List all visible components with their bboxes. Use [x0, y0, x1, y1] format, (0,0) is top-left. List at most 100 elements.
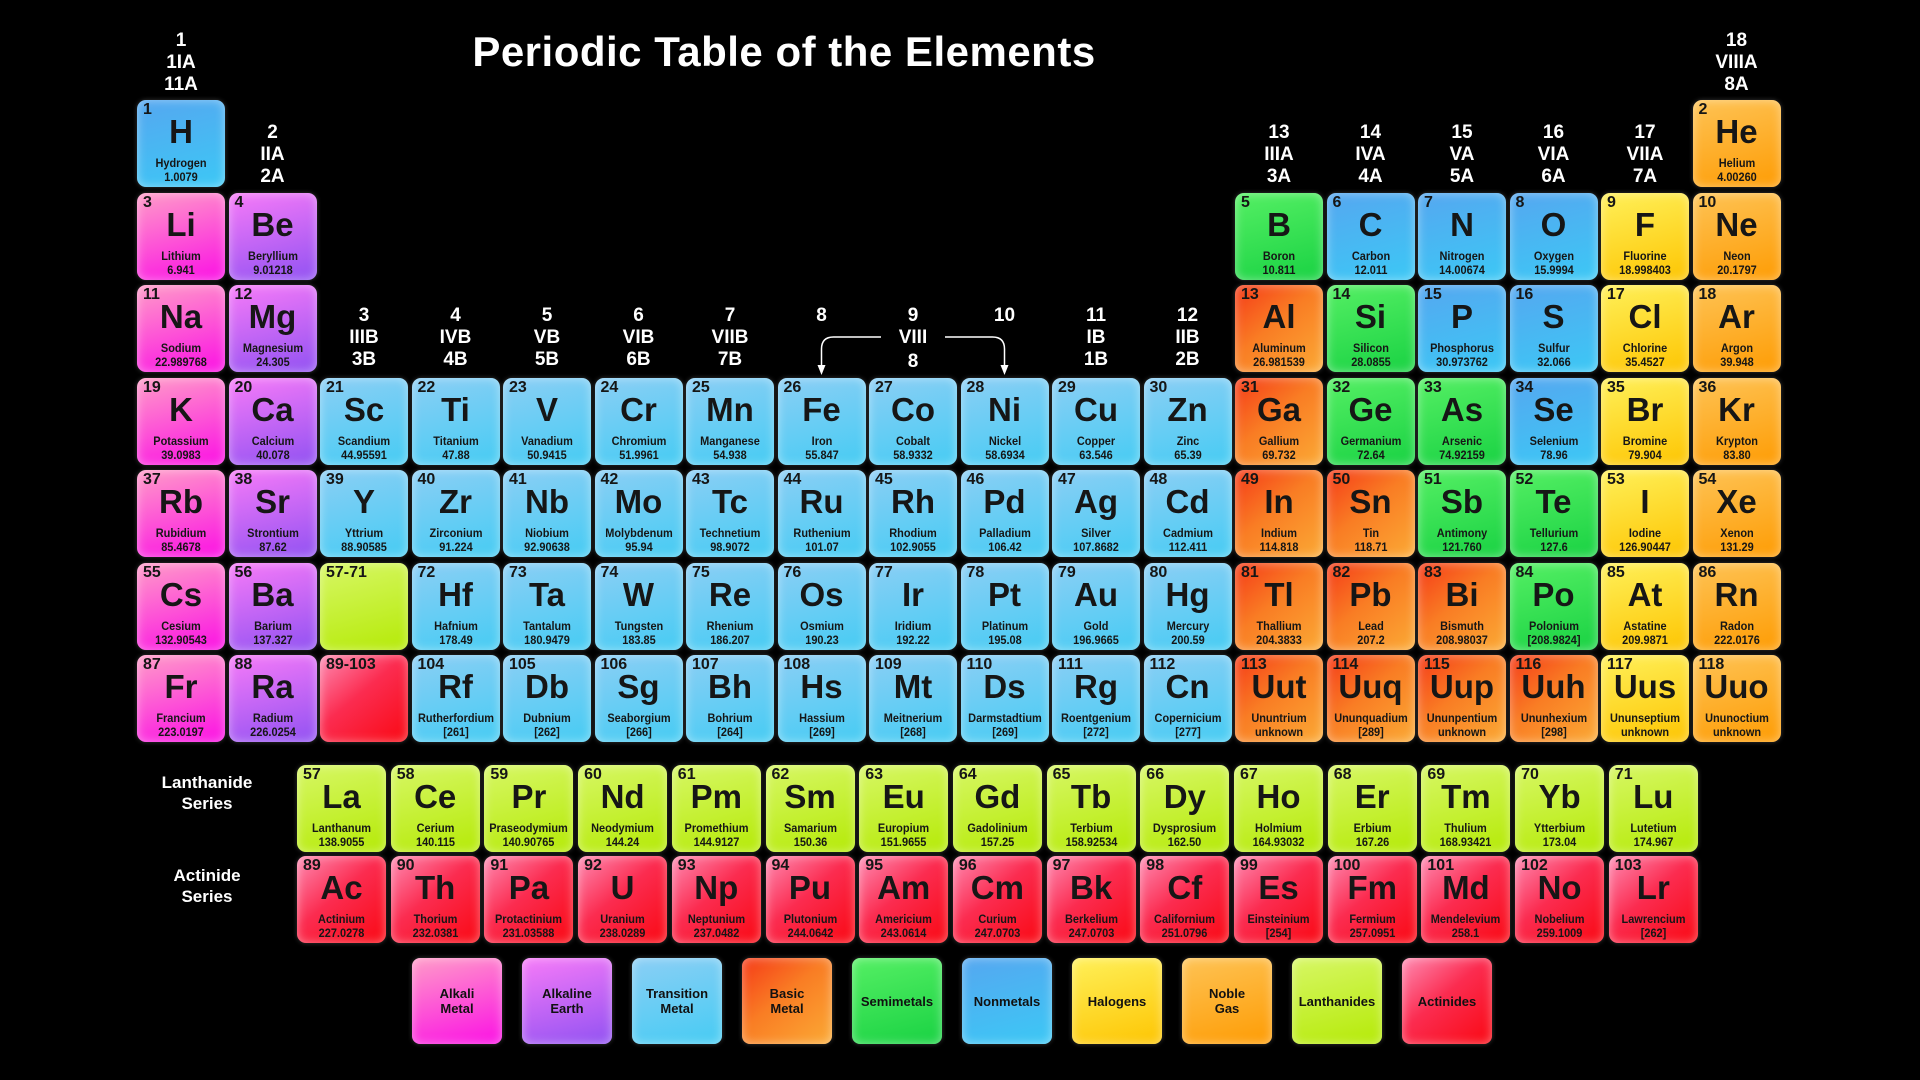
- atomic-mass: 168.93421: [1439, 837, 1492, 849]
- element-name: Europium: [878, 823, 930, 835]
- group-header-line: 18: [1725, 30, 1748, 51]
- atomic-mass: 91.224: [438, 542, 473, 554]
- element-symbol: Mg: [248, 298, 297, 335]
- element-name: Darmstadtium: [967, 713, 1042, 725]
- element-symbol: Es: [1258, 869, 1299, 906]
- atomic-mass: unknown: [1620, 727, 1670, 739]
- atomic-mass: 72.64: [1356, 449, 1385, 462]
- element-symbol: W: [622, 575, 655, 613]
- element-name: Barium: [253, 620, 292, 633]
- atomic-mass: 204.3833: [1256, 634, 1302, 647]
- legend-alkaline: Alkaline Earth: [522, 958, 612, 1044]
- element-tile-bk: 97 Bk Berkelium 247.0703: [1046, 856, 1136, 943]
- atomic-mass: [266]: [625, 727, 652, 739]
- atomic-mass: 244.0642: [787, 928, 833, 940]
- atomic-mass: 40.078: [255, 449, 290, 462]
- atomic-mass: 259.1009: [1536, 928, 1583, 940]
- atomic-number: 111: [1058, 656, 1083, 673]
- element-name: Astatine: [1623, 620, 1667, 633]
- element-tile-ti: 22 Ti Titanium 47.88: [411, 377, 500, 465]
- group-header-15: 15 VA 5A: [1418, 122, 1506, 188]
- element-tile-tc: 43 Tc Technetium 98.9072: [686, 470, 774, 557]
- down-arrow-icon: [817, 365, 826, 375]
- element-symbol: Tb: [1070, 778, 1112, 815]
- element-symbol: Sg: [617, 668, 660, 705]
- element-tile-ag: 47 Ag Silver 107.8682: [1052, 470, 1140, 557]
- group-header-line: 3A: [1266, 166, 1292, 187]
- element-symbol: Lu: [1633, 778, 1674, 815]
- group-header-line: VIB: [622, 327, 655, 348]
- atomic-number: 82: [1332, 563, 1351, 581]
- element-tile-al: 13 Al Aluminum 26.981539: [1235, 285, 1323, 372]
- element-tile-mg: 12 Mg Magnesium 24.305: [228, 285, 317, 372]
- atomic-mass: 227.0278: [318, 928, 365, 940]
- element-tile-f: 9 F Fluorine 18.998403: [1601, 192, 1689, 280]
- series-label-line: Series: [181, 794, 233, 813]
- group-header-line: VB: [533, 327, 561, 348]
- element-tile-ru: 44 Ru Ruthenium 101.07: [777, 470, 866, 557]
- legend-label-line: Semimetals: [860, 993, 934, 1009]
- element-symbol: Rh: [891, 483, 935, 520]
- element-tile-ho: 67 Ho Holmium 164.93032: [1234, 765, 1323, 852]
- atomic-number: 24: [600, 378, 619, 396]
- atomic-number: 1: [143, 101, 152, 118]
- element-tile-hf: 72 Hf Hafnium 178.49: [411, 562, 500, 650]
- atomic-mass: 15.9994: [1533, 264, 1574, 277]
- element-name: Arsenic: [1441, 435, 1483, 448]
- atomic-mass: 192.22: [896, 634, 930, 647]
- atomic-mass: 140.90765: [502, 837, 555, 849]
- legend-label: Transition Metal: [646, 986, 708, 1016]
- element-name: Titanium: [432, 435, 479, 448]
- element-name: Bismuth: [1440, 620, 1484, 633]
- atomic-number: 73: [509, 563, 527, 581]
- group-header-line: 6B: [626, 349, 651, 370]
- group-header-line: IVA: [1355, 144, 1386, 165]
- element-name: Plutonium: [783, 914, 837, 926]
- atomic-number: 8: [1515, 193, 1525, 211]
- element-tile-ir: 77 Ir Iridium 192.22: [869, 562, 957, 650]
- element-tile-co: 27 Co Cobalt 58.9332: [869, 377, 957, 465]
- group-header-line: 17: [1634, 122, 1656, 143]
- group-header-line: 9: [907, 305, 919, 326]
- element-tile-rf: 104 Rf Rutherfordium [261]: [411, 655, 500, 742]
- element-tile-la: 57 La Lanthanum 138.9055: [297, 765, 386, 852]
- atomic-mass: 144.9127: [693, 837, 740, 849]
- element-symbol: Bi: [1445, 575, 1479, 613]
- element-tile-fr: 87 Fr Francium 223.0197: [137, 655, 225, 742]
- element-name: Californium: [1154, 914, 1216, 926]
- atomic-mass: 78.96: [1539, 449, 1568, 462]
- atomic-number: 104: [417, 656, 445, 673]
- element-symbol: Mo: [614, 483, 663, 520]
- group-header-line: 7: [724, 305, 736, 326]
- element-name: Gold: [1083, 620, 1109, 633]
- element-symbol: Tc: [711, 483, 749, 520]
- atomic-number: 51: [1424, 471, 1442, 488]
- element-name: Promethium: [684, 823, 749, 835]
- atomic-number: 108: [783, 656, 811, 673]
- atomic-number: 3: [143, 193, 152, 211]
- element-tile-si: 14 Si Silicon 28.0855: [1326, 285, 1415, 372]
- group-header-line: 4A: [1358, 166, 1383, 187]
- atomic-mass: 238.0289: [599, 928, 646, 940]
- element-name: Mendelevium: [1431, 914, 1501, 926]
- element-name: Bohrium: [707, 713, 753, 725]
- element-tile-cr: 24 Cr Chromium 51.9961: [594, 377, 683, 465]
- element-name: Neon: [1722, 250, 1751, 263]
- atomic-number: 10: [1698, 193, 1717, 211]
- group-header-line: 6A: [1541, 166, 1566, 187]
- atomic-number: 9: [1607, 193, 1616, 211]
- legend-label-line: Transition: [645, 986, 709, 1001]
- element-name: Beryllium: [247, 250, 298, 263]
- element-symbol: I: [1640, 483, 1650, 520]
- element-name: Bromine: [1622, 435, 1668, 448]
- element-tile-ne: 10 Ne Neon 20.1797: [1692, 192, 1781, 280]
- group-header-line: IIA: [260, 144, 285, 165]
- atomic-mass: 208.98037: [1436, 634, 1488, 647]
- atomic-mass: 207.2: [1356, 634, 1385, 647]
- atomic-mass: [262]: [534, 727, 560, 739]
- element-tile-db: 105 Db Dubnium [262]: [503, 655, 591, 742]
- atomic-mass: 1.0079: [164, 172, 198, 184]
- element-symbol: Xe: [1716, 483, 1757, 520]
- legend-label-line: Nonmetals: [973, 993, 1041, 1009]
- atomic-mass: 26.981539: [1253, 357, 1305, 369]
